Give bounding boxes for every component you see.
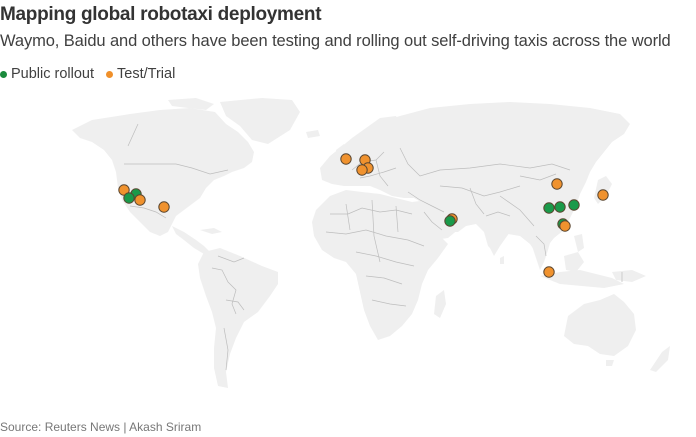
iceland — [306, 130, 320, 138]
deployment-markers — [118, 153, 609, 278]
legend-item-test-trial: Test/Trial — [106, 66, 175, 82]
marker-public-rollout[interactable] — [568, 199, 580, 211]
landmasses — [72, 98, 670, 388]
marker-public-rollout[interactable] — [554, 201, 566, 213]
marker-test-trial[interactable] — [559, 220, 571, 232]
source-note: Source: Reuters News | Akash Sriram — [0, 420, 202, 434]
world-map — [72, 98, 670, 388]
marker-test-trial[interactable] — [543, 266, 555, 278]
legend-label-public-rollout: Public rollout — [11, 66, 95, 82]
scandinavia — [366, 116, 402, 156]
legend-item-public-rollout: Public rollout — [0, 66, 94, 82]
africa — [312, 190, 448, 340]
arabian-peninsula — [412, 200, 460, 240]
marker-public-rollout[interactable] — [444, 215, 456, 227]
australia — [564, 294, 636, 356]
marker-test-trial[interactable] — [118, 184, 130, 196]
marker-test-trial[interactable] — [356, 164, 368, 176]
sri-lanka — [500, 256, 504, 264]
chart-title: Mapping global robotaxi deployment — [0, 4, 322, 25]
eurasia — [320, 102, 630, 256]
south-america — [198, 248, 278, 388]
borneo — [564, 252, 584, 272]
legend: Public rollout Test/Trial — [0, 66, 187, 82]
marker-public-rollout[interactable] — [543, 202, 555, 214]
southeast-asia — [530, 228, 552, 270]
india — [484, 214, 512, 256]
madagascar — [434, 290, 446, 318]
marker-test-trial[interactable] — [551, 178, 563, 190]
caribbean — [200, 228, 222, 234]
greenland — [220, 98, 300, 144]
marker-test-trial[interactable] — [134, 194, 146, 206]
marker-test-trial[interactable] — [158, 201, 170, 213]
test-trial-dot-icon — [106, 70, 114, 78]
marker-test-trial[interactable] — [597, 189, 609, 201]
philippines — [574, 234, 584, 252]
new-zealand — [650, 346, 670, 372]
arctic-islands — [168, 98, 214, 110]
new-guinea — [612, 270, 646, 282]
central-america — [172, 226, 210, 254]
public-rollout-dot-icon — [0, 70, 7, 78]
marker-test-trial[interactable] — [340, 153, 352, 165]
country-borders — [124, 123, 623, 371]
marker-public-rollout[interactable] — [123, 192, 135, 204]
indonesia — [540, 270, 624, 288]
north-america — [72, 108, 254, 236]
legend-label-test-trial: Test/Trial — [117, 66, 176, 82]
tasmania — [606, 360, 614, 366]
chart-subtitle: Waymo, Baidu and others have been testin… — [0, 32, 671, 50]
